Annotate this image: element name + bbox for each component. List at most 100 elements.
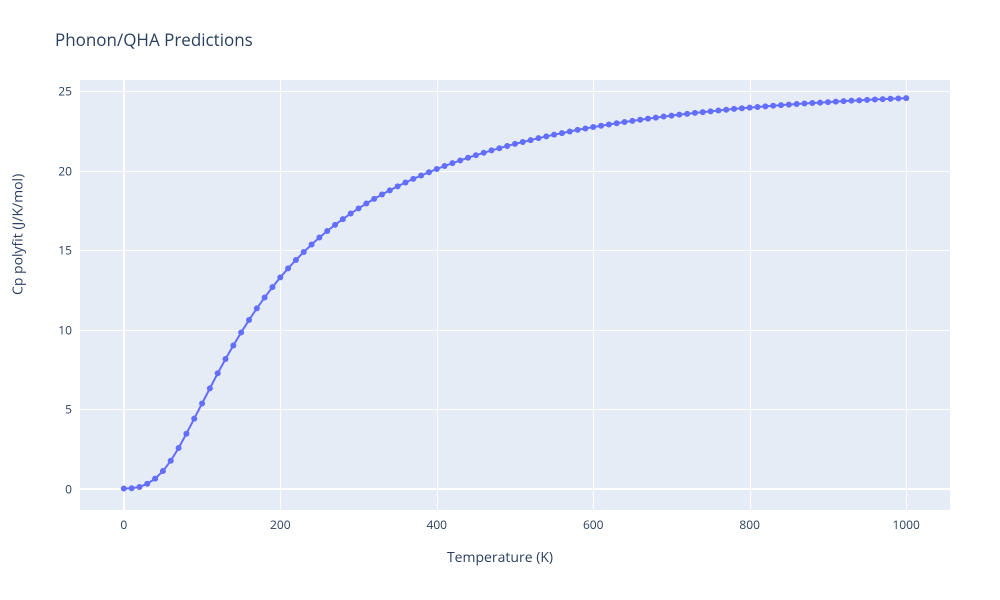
data-point[interactable]: [739, 105, 745, 111]
plot-area[interactable]: [80, 80, 950, 510]
data-point[interactable]: [332, 222, 338, 228]
data-point[interactable]: [841, 98, 847, 104]
data-point[interactable]: [747, 105, 753, 111]
data-point[interactable]: [668, 113, 674, 119]
data-point[interactable]: [121, 486, 127, 492]
data-point[interactable]: [371, 196, 377, 202]
data-point[interactable]: [856, 97, 862, 103]
data-point[interactable]: [723, 107, 729, 113]
data-point[interactable]: [356, 205, 362, 211]
data-point[interactable]: [230, 342, 236, 348]
data-point[interactable]: [676, 112, 682, 118]
data-point[interactable]: [880, 96, 886, 102]
data-point[interactable]: [645, 116, 651, 122]
data-point[interactable]: [590, 124, 596, 130]
data-point[interactable]: [395, 183, 401, 189]
data-point[interactable]: [825, 99, 831, 105]
data-point[interactable]: [653, 115, 659, 121]
data-point[interactable]: [801, 101, 807, 107]
data-point[interactable]: [223, 356, 229, 362]
data-point[interactable]: [269, 284, 275, 290]
data-point[interactable]: [449, 160, 455, 166]
data-point[interactable]: [622, 119, 628, 125]
data-point[interactable]: [559, 130, 565, 136]
data-point[interactable]: [684, 111, 690, 117]
data-point[interactable]: [762, 103, 768, 109]
data-point[interactable]: [301, 249, 307, 255]
data-point[interactable]: [246, 317, 252, 323]
data-point[interactable]: [614, 120, 620, 126]
data-point[interactable]: [254, 305, 260, 311]
data-point[interactable]: [575, 127, 581, 133]
data-point[interactable]: [496, 145, 502, 151]
data-point[interactable]: [692, 110, 698, 116]
data-point[interactable]: [872, 97, 878, 103]
data-point[interactable]: [183, 431, 189, 437]
data-point[interactable]: [661, 114, 667, 120]
data-point[interactable]: [402, 180, 408, 186]
data-point[interactable]: [199, 400, 205, 406]
data-point[interactable]: [348, 211, 354, 217]
data-point[interactable]: [285, 265, 291, 271]
data-point[interactable]: [504, 143, 510, 149]
data-point[interactable]: [833, 99, 839, 105]
data-point[interactable]: [191, 416, 197, 422]
data-point[interactable]: [168, 458, 174, 464]
data-point[interactable]: [598, 123, 604, 129]
data-point[interactable]: [442, 163, 448, 169]
data-point[interactable]: [770, 103, 776, 109]
data-point[interactable]: [543, 133, 549, 139]
data-point[interactable]: [582, 125, 588, 131]
data-point[interactable]: [731, 106, 737, 112]
data-point[interactable]: [708, 108, 714, 114]
data-point[interactable]: [778, 102, 784, 108]
data-point[interactable]: [700, 109, 706, 115]
data-point[interactable]: [864, 97, 870, 103]
data-point[interactable]: [489, 147, 495, 153]
data-point[interactable]: [387, 187, 393, 193]
data-point[interactable]: [551, 132, 557, 138]
data-point[interactable]: [606, 122, 612, 128]
data-point[interactable]: [755, 104, 761, 110]
data-point[interactable]: [848, 98, 854, 104]
data-point[interactable]: [215, 370, 221, 376]
data-point[interactable]: [520, 139, 526, 145]
data-point[interactable]: [888, 96, 894, 102]
data-point[interactable]: [316, 235, 322, 241]
data-point[interactable]: [418, 173, 424, 179]
data-point[interactable]: [379, 191, 385, 197]
data-point[interactable]: [426, 169, 432, 175]
data-point[interactable]: [481, 150, 487, 156]
data-point[interactable]: [363, 201, 369, 207]
data-point[interactable]: [895, 95, 901, 101]
data-point[interactable]: [238, 329, 244, 335]
data-point[interactable]: [293, 257, 299, 263]
data-point[interactable]: [136, 484, 142, 490]
data-point[interactable]: [473, 152, 479, 158]
data-point[interactable]: [160, 468, 166, 474]
data-point[interactable]: [457, 157, 463, 163]
data-point[interactable]: [309, 242, 315, 248]
data-point[interactable]: [410, 176, 416, 182]
data-point[interactable]: [512, 141, 518, 147]
data-point[interactable]: [535, 135, 541, 141]
data-point[interactable]: [637, 117, 643, 123]
data-point[interactable]: [324, 228, 330, 234]
data-point[interactable]: [144, 481, 150, 487]
data-point[interactable]: [817, 100, 823, 106]
data-point[interactable]: [129, 485, 135, 491]
data-point[interactable]: [152, 476, 158, 482]
data-point[interactable]: [809, 100, 815, 106]
data-point[interactable]: [567, 129, 573, 135]
data-point[interactable]: [794, 101, 800, 107]
data-point[interactable]: [176, 445, 182, 451]
data-point[interactable]: [207, 385, 213, 391]
data-point[interactable]: [786, 102, 792, 108]
data-point[interactable]: [629, 118, 635, 124]
data-point[interactable]: [903, 95, 909, 101]
data-point[interactable]: [465, 155, 471, 161]
data-point[interactable]: [528, 137, 534, 143]
data-point[interactable]: [262, 294, 268, 300]
data-point[interactable]: [715, 108, 721, 114]
data-point[interactable]: [434, 166, 440, 172]
